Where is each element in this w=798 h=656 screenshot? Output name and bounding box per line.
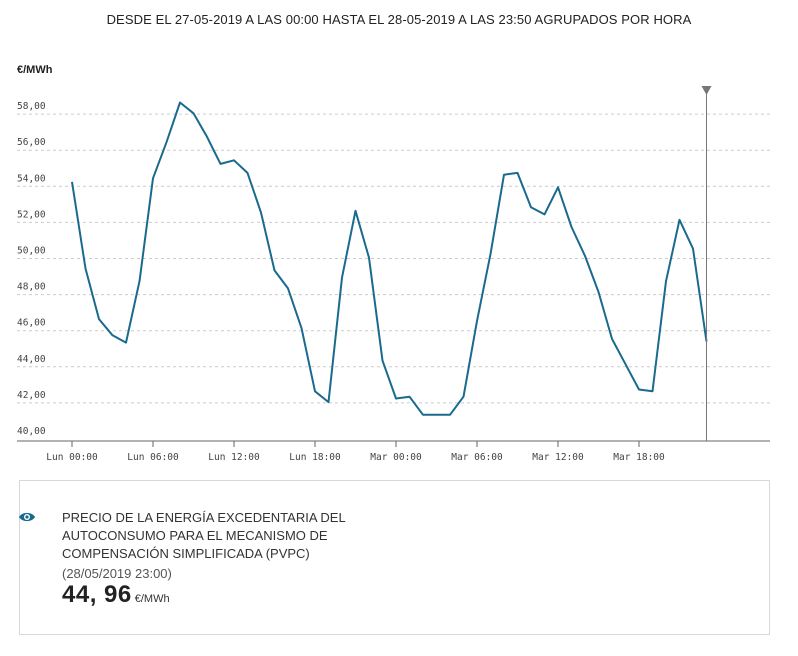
x-tick-label: Lun 12:00 [208, 452, 260, 463]
info-date: (28/05/2019 23:00) [62, 566, 172, 581]
info-value: 44, 96 [62, 581, 132, 608]
y-tick-label: 40,00 [17, 426, 46, 437]
x-tick-label: Lun 18:00 [289, 452, 341, 463]
y-axis-unit-label: €/MWh [17, 64, 53, 76]
price-line-chart[interactable]: €/MWh 40,00 42,00 44,00 46,00 48,00 50,00 52,0… [0, 0, 798, 470]
info-card: PRECIO DE LA ENERGÍA EXCEDENTARIA DEL AU… [19, 480, 770, 635]
series-line[interactable] [71, 101, 708, 416]
info-title-wrap: PRECIO DE LA ENERGÍA EXCEDENTARIA DEL AU… [19, 509, 382, 563]
y-tick-label: 46,00 [17, 318, 46, 329]
y-tick-label: 56,00 [17, 137, 46, 148]
x-tick-label: Mar 00:00 [370, 452, 422, 463]
chart-subtitle: DESDE EL 27-05-2019 A LAS 00:00 HASTA EL… [106, 12, 692, 27]
y-tick-label: 48,00 [17, 282, 46, 293]
y-tick-label: 50,00 [17, 246, 46, 257]
x-tick-label: Lun 06:00 [127, 452, 179, 463]
x-tick-label: Mar 06:00 [451, 452, 503, 463]
info-title: PRECIO DE LA ENERGÍA EXCEDENTARIA DEL AU… [62, 510, 346, 561]
x-tick-label: Lun 00:00 [46, 452, 98, 463]
x-tick-label: Mar 12:00 [532, 452, 584, 463]
y-tick-label: 54,00 [17, 173, 46, 184]
info-value-wrap: 44, 96 €/MWh [62, 581, 170, 609]
y-tick-label: 42,00 [17, 390, 46, 401]
y-tick-label: 44,00 [17, 354, 46, 365]
y-tick-label: 52,00 [17, 209, 46, 220]
y-tick-label: 58,00 [17, 101, 46, 112]
info-unit: €/MWh [134, 593, 170, 605]
x-axis-ticks: Lun 00:00 Lun 06:00 Lun 12:00 Lun 18:00 Mar … [46, 441, 665, 463]
x-tick-label: Mar 18:00 [613, 452, 665, 463]
y-axis-ticks: 40,00 42,00 44,00 46,00 48,00 50,00 52,00 54,00… [17, 101, 46, 437]
eye-icon[interactable] [18, 511, 36, 523]
cursor-marker-icon[interactable] [701, 86, 712, 95]
